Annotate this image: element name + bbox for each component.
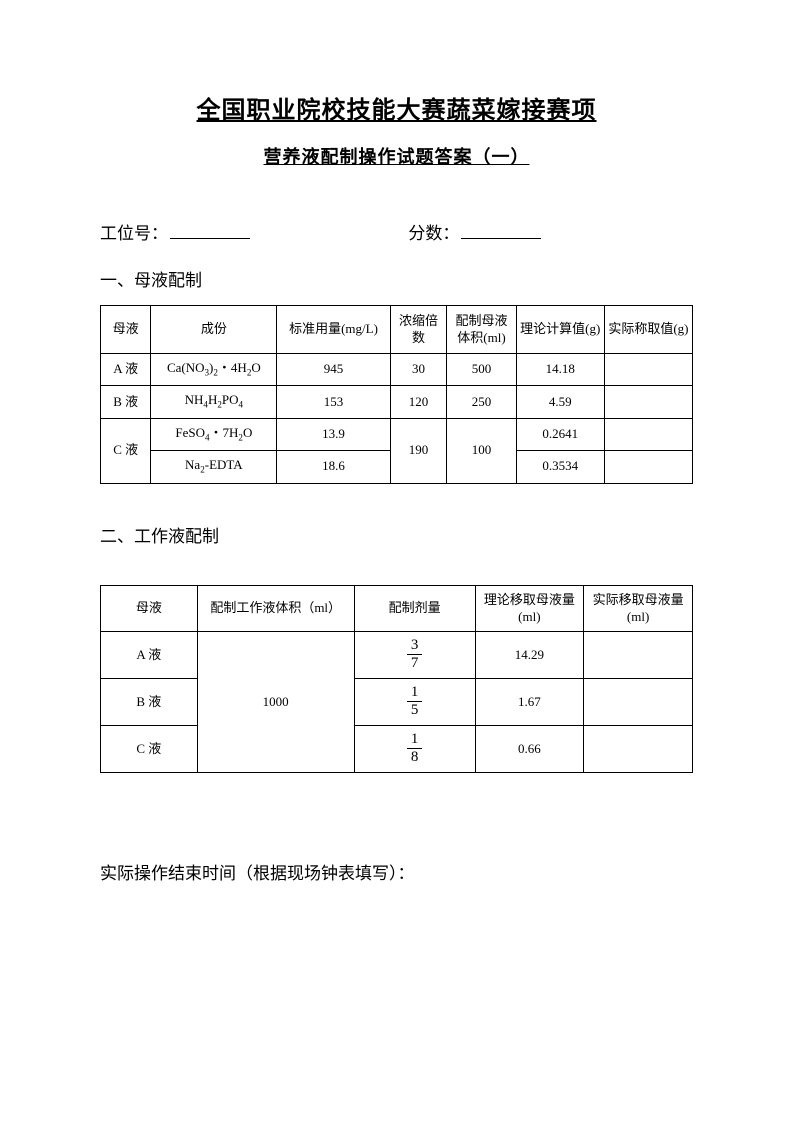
section2-heading: 二、工作液配制 xyxy=(100,522,693,547)
cell-shiji[interactable] xyxy=(584,726,693,773)
table-row: 母液 配制工作液体积（ml） 配制剂量 理论移取母液量(ml) 实际移取母液量(… xyxy=(101,585,693,632)
th-biaozhun: 标准用量(mg/L) xyxy=(277,306,390,354)
cell-muye: A 液 xyxy=(101,632,198,679)
score-field: 分数： xyxy=(408,219,693,244)
table-mother-liquor: 母液 成份 标准用量(mg/L) 浓缩倍数 配制母液体积(ml) 理论计算值(g… xyxy=(100,305,693,484)
table-row: A 液 1000 3 7 14.29 xyxy=(101,632,693,679)
cell-lilun: 0.3534 xyxy=(516,451,604,483)
cell-lilun: 1.67 xyxy=(475,679,584,726)
table-row: C 液 1 8 0.66 xyxy=(101,726,693,773)
cell-nongsuo: 30 xyxy=(390,354,447,386)
cell-nongsuo: 120 xyxy=(390,386,447,418)
cell-lilun: 0.66 xyxy=(475,726,584,773)
fraction-num: 1 xyxy=(407,685,423,702)
cell-biaozhun: 945 xyxy=(277,354,390,386)
fraction-den: 8 xyxy=(407,749,423,765)
table-row: 母液 成份 标准用量(mg/L) 浓缩倍数 配制母液体积(ml) 理论计算值(g… xyxy=(101,306,693,354)
page-subtitle: 营养液配制操作试题答案（一） xyxy=(100,143,693,169)
cell-lilun: 0.2641 xyxy=(516,418,604,450)
th-tiji2: 配制工作液体积（ml） xyxy=(197,585,354,632)
th-nongsuo: 浓缩倍数 xyxy=(390,306,447,354)
fraction-den: 7 xyxy=(407,655,423,671)
cell-biaozhun: 18.6 xyxy=(277,451,390,483)
cell-shiji[interactable] xyxy=(584,679,693,726)
cell-biaozhun: 13.9 xyxy=(277,418,390,450)
station-field: 工位号： xyxy=(100,219,408,244)
th-muye: 母液 xyxy=(101,306,151,354)
th-shiji2: 实际移取母液量(ml) xyxy=(584,585,693,632)
th-jiliang: 配制剂量 xyxy=(354,585,475,632)
cell-shiji[interactable] xyxy=(604,418,692,450)
cell-muye: C 液 xyxy=(101,418,151,483)
cell-chengfen: NH4H2PO4 xyxy=(151,386,277,418)
cell-lilun: 14.29 xyxy=(475,632,584,679)
table-row: A 液 Ca(NO3)2・4H2O 945 30 500 14.18 xyxy=(101,354,693,386)
cell-lilun: 14.18 xyxy=(516,354,604,386)
cell-jiliang: 3 7 xyxy=(354,632,475,679)
th-lilun2: 理论移取母液量(ml) xyxy=(475,585,584,632)
cell-shiji[interactable] xyxy=(584,632,693,679)
cell-jiliang: 1 8 xyxy=(354,726,475,773)
score-label: 分数： xyxy=(408,224,459,243)
th-chengfen: 成份 xyxy=(151,306,277,354)
table-row: B 液 NH4H2PO4 153 120 250 4.59 xyxy=(101,386,693,418)
table-row: B 液 1 5 1.67 xyxy=(101,679,693,726)
cell-shiji[interactable] xyxy=(604,451,692,483)
table-working-liquor: 母液 配制工作液体积（ml） 配制剂量 理论移取母液量(ml) 实际移取母液量(… xyxy=(100,585,693,773)
fraction: 1 8 xyxy=(407,732,423,765)
cell-chengfen: Ca(NO3)2・4H2O xyxy=(151,354,277,386)
station-label: 工位号： xyxy=(100,224,168,243)
fraction: 1 5 xyxy=(407,685,423,718)
station-blank[interactable] xyxy=(170,222,250,239)
fraction-num: 3 xyxy=(407,638,423,655)
table-row: C 液 FeSO4・7H2O 13.9 190 100 0.2641 xyxy=(101,418,693,450)
end-time-line: 实际操作结束时间（根据现场钟表填写）： xyxy=(100,859,693,884)
th-muye2: 母液 xyxy=(101,585,198,632)
fraction-num: 1 xyxy=(407,732,423,749)
cell-tiji: 250 xyxy=(447,386,516,418)
info-row: 工位号： 分数： xyxy=(100,219,693,244)
fraction-den: 5 xyxy=(407,702,423,718)
cell-chengfen: FeSO4・7H2O xyxy=(151,418,277,450)
cell-lilun: 4.59 xyxy=(516,386,604,418)
cell-nongsuo: 190 xyxy=(390,418,447,483)
cell-biaozhun: 153 xyxy=(277,386,390,418)
cell-shiji[interactable] xyxy=(604,386,692,418)
score-blank[interactable] xyxy=(461,222,541,239)
page-title: 全国职业院校技能大赛蔬菜嫁接赛项 xyxy=(100,90,693,125)
cell-muye: B 液 xyxy=(101,679,198,726)
section1-heading: 一、母液配制 xyxy=(100,266,693,291)
th-lilun: 理论计算值(g) xyxy=(516,306,604,354)
cell-muye: C 液 xyxy=(101,726,198,773)
cell-tiji: 500 xyxy=(447,354,516,386)
page: 全国职业院校技能大赛蔬菜嫁接赛项 营养液配制操作试题答案（一） 工位号： 分数：… xyxy=(0,0,793,1122)
fraction: 3 7 xyxy=(407,638,423,671)
cell-muye: B 液 xyxy=(101,386,151,418)
cell-muye: A 液 xyxy=(101,354,151,386)
th-tiji: 配制母液体积(ml) xyxy=(447,306,516,354)
th-shiji: 实际称取值(g) xyxy=(604,306,692,354)
cell-tiji: 1000 xyxy=(197,632,354,773)
cell-chengfen: Na2-EDTA xyxy=(151,451,277,483)
cell-tiji: 100 xyxy=(447,418,516,483)
cell-jiliang: 1 5 xyxy=(354,679,475,726)
cell-shiji[interactable] xyxy=(604,354,692,386)
